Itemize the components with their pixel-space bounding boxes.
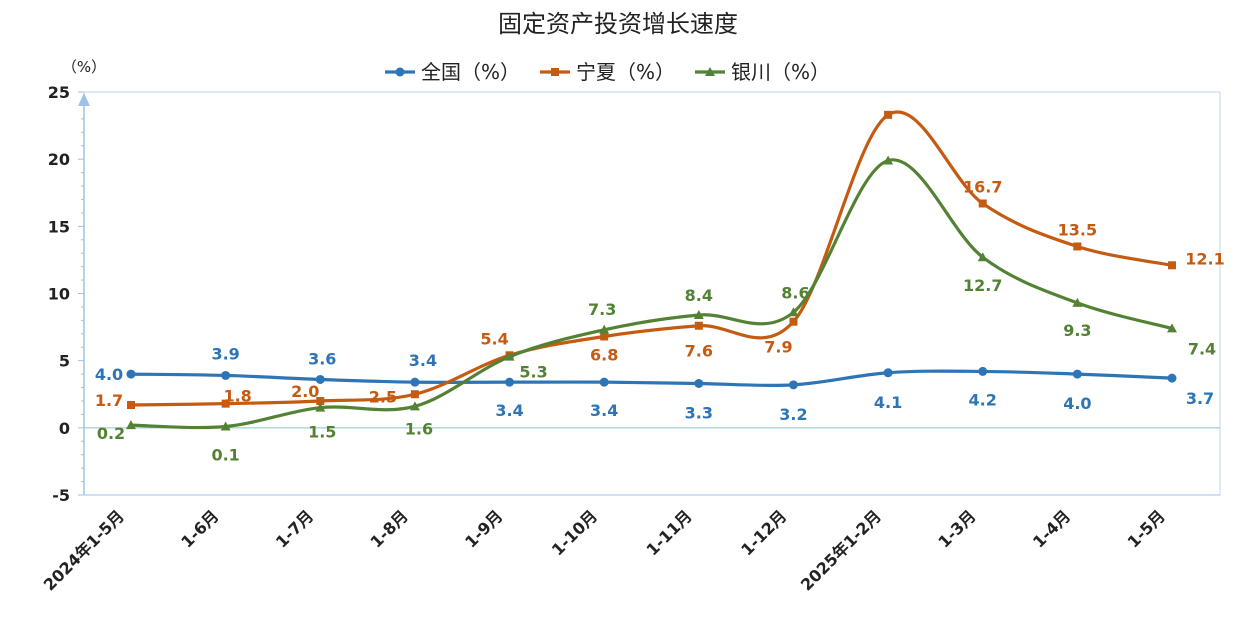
data-point-triangle [1167,323,1177,333]
series-line [130,369,1173,388]
data-label: 7.4 [1188,339,1216,358]
data-label: 7.9 [764,338,792,357]
data-label: 5.4 [480,329,508,348]
legend-label: 全国（%） [421,60,520,84]
data-label: 12.7 [963,276,1002,295]
data-label: 4.0 [95,365,123,384]
data-point-square [221,399,230,408]
data-point-triangle [883,155,894,165]
data-label: 6.8 [590,345,618,364]
data-point-triangle [1072,297,1083,307]
data-label: 7.3 [588,300,616,319]
y-axis-unit-label: （%） [62,58,106,76]
data-point-circle [410,377,420,387]
data-label: 3.9 [211,344,239,363]
y-axis-arrow-icon [78,93,90,106]
data-point-triangle [693,309,704,319]
legend-marker-icon [705,67,715,76]
data-label: 1.6 [405,419,433,438]
data-label: 1.5 [308,423,336,442]
data-label: 8.4 [685,286,713,305]
data-label: 12.1 [1185,249,1224,268]
data-label: 3.4 [590,401,618,420]
data-point-square [884,110,893,119]
data-point-circle [221,370,231,380]
data-point-square [789,317,798,326]
legend-item-3: 银川（%） [695,60,830,84]
data-label: 3.4 [409,351,437,370]
y-tick-label: 5 [59,352,70,371]
data-label: 0.2 [97,424,125,443]
legend-item-2: 宁夏（%） [540,60,675,84]
data-point-circle [1072,369,1082,379]
data-point-square [1168,261,1176,270]
data-label: 3.4 [495,401,523,420]
data-point-circle [505,377,515,387]
data-labels-layer: 4.0 3.9 3.6 3.4 3.4 3.4 3.3 3.2 4.1 4.2 4.0 3.7 1.7 1… [95,177,1225,464]
y-tick-label: 20 [48,150,70,169]
data-label: 4.1 [874,393,902,412]
data-point-square [1073,242,1082,251]
data-label: 4.2 [969,390,997,409]
y-tick-label: 15 [48,217,70,236]
chart-title: 固定资产投资增长速度 [498,10,738,38]
data-point-circle [694,379,704,389]
legend-marker-icon [395,67,405,77]
data-point-square [694,321,703,330]
data-label: 16.7 [963,177,1002,196]
data-point-circle [788,380,798,390]
data-label: 7.6 [685,342,713,361]
data-label: 3.3 [685,404,713,423]
data-label: 8.6 [781,283,809,302]
data-point-triangle [504,351,515,361]
data-point-square [600,332,609,341]
legend: 全国（%） 宁夏（%） 银川（%） [385,60,830,84]
data-label: 3.2 [779,405,807,424]
data-point-square [978,199,987,208]
data-label: 3.7 [1186,389,1214,408]
legend-marker-icon [551,68,559,76]
data-point-triangle [977,252,988,262]
legend-label: 银川（%） [731,60,830,84]
data-label: 2.0 [291,382,319,401]
legend-label: 宁夏（%） [576,60,675,84]
y-tick-label: 0 [59,419,70,438]
y-tick-label: -5 [52,486,70,505]
data-point-square [127,400,135,409]
data-point-triangle [409,401,420,411]
legend-item-1: 全国（%） [385,60,520,84]
data-label: 2.5 [369,387,397,406]
data-point-circle [126,369,136,379]
data-point-triangle [599,324,610,334]
data-label: 5.3 [519,363,547,382]
data-point-circle [315,374,325,384]
data-point-square [410,390,419,399]
series-3 [126,155,1177,431]
data-point-triangle [220,421,231,431]
series-layer [126,110,1177,431]
data-label: 1.7 [95,391,123,410]
data-point-square [316,396,325,405]
data-label: 0.1 [211,445,239,464]
data-label: 9.3 [1063,321,1091,340]
data-point-circle [883,368,893,378]
series-2 [127,110,1176,409]
data-point-circle [1167,373,1177,383]
data-point-triangle [126,420,136,430]
data-label: 13.5 [1058,220,1097,239]
data-point-triangle [315,402,326,412]
y-tick-label: 25 [48,83,70,102]
data-point-triangle [788,307,799,317]
data-label: 3.6 [308,349,336,368]
data-label: 4.0 [1063,394,1091,413]
y-tick-label: 10 [48,285,70,304]
series-1 [126,366,1177,390]
data-point-circle [978,366,988,376]
data-label: 1.8 [223,387,251,406]
data-point-circle [599,377,609,387]
